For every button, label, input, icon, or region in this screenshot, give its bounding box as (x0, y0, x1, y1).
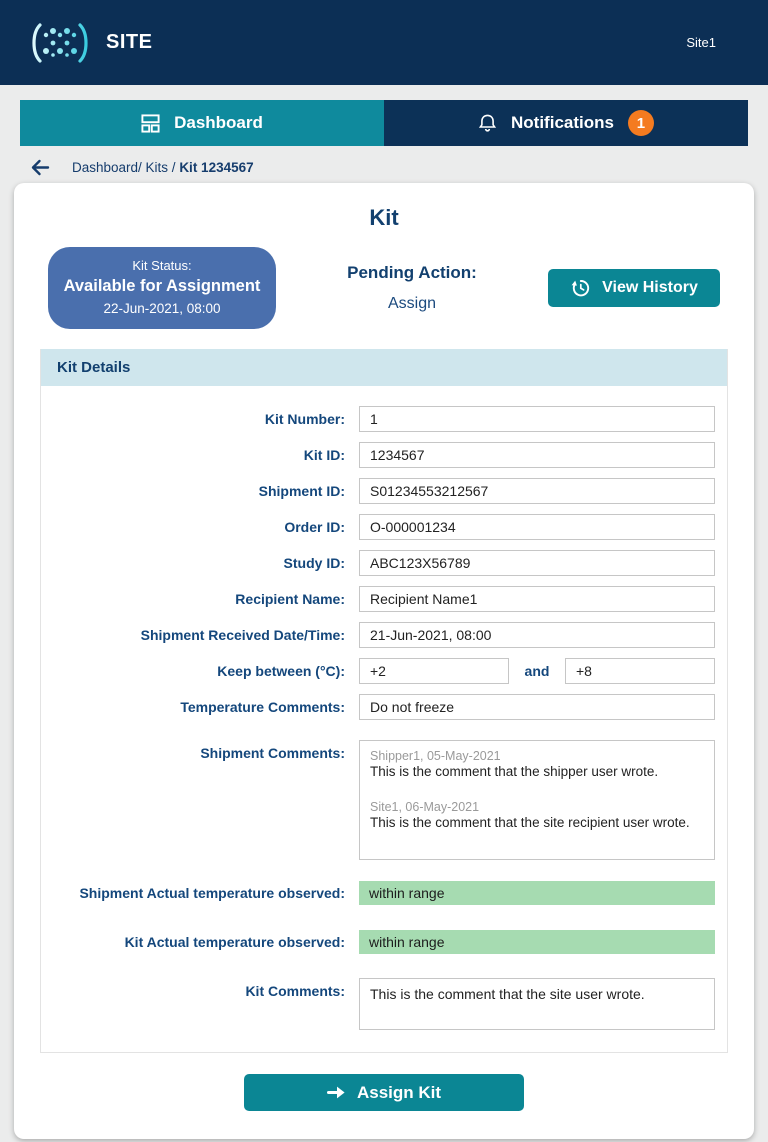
field-row-study-id: Study ID: (55, 550, 715, 576)
temp-max-input[interactable] (565, 658, 715, 684)
field-row-kit-number: Kit Number: (55, 406, 715, 432)
kit-status-badge: Kit Status: Available for Assignment 22-… (48, 247, 276, 329)
status-row: Kit Status: Available for Assignment 22-… (40, 247, 728, 329)
breadcrumb-current: Kit 1234567 (179, 159, 254, 175)
history-icon (570, 278, 591, 299)
comment-meta: Site1, 06-May-2021 (370, 800, 480, 814)
kit-temp-observed-value[interactable]: within range (359, 930, 715, 954)
study-id-input[interactable] (359, 550, 715, 576)
app-logo: SITE (30, 21, 152, 65)
site-label: Site1 (686, 35, 716, 50)
kit-details-header: Kit Details (41, 349, 727, 386)
temp-min-input[interactable] (359, 658, 509, 684)
kit-details-body: Kit Number: Kit ID: Shipment ID: Order I… (41, 386, 727, 1052)
field-label: Kit Number: (264, 411, 345, 427)
field-label: Kit Comments: (245, 983, 345, 999)
kit-comments-box[interactable]: This is the comment that the site user w… (359, 978, 715, 1030)
kit-status-datetime: 22-Jun-2021, 08:00 (103, 301, 221, 316)
field-label: Shipment Received Date/Time: (140, 627, 345, 643)
field-row-keep-between: Keep between (°C): and (55, 658, 715, 684)
field-row-order-id: Order ID: (55, 514, 715, 540)
logo-icon (30, 21, 90, 65)
field-row-recipient-name: Recipient Name: (55, 586, 715, 612)
back-arrow-icon[interactable] (30, 159, 50, 176)
kit-details-section: Kit Details Kit Number: Kit ID: Shipment… (40, 349, 728, 1053)
comment-text: This is the comment that the site recipi… (370, 815, 690, 830)
tab-dashboard[interactable]: Dashboard (20, 100, 384, 146)
field-label: Kit ID: (303, 447, 345, 463)
view-history-button[interactable]: View History (547, 269, 720, 307)
tab-notifications[interactable]: Notifications 1 (384, 100, 748, 146)
view-history-label: View History (602, 279, 698, 296)
page-title: Kit (369, 205, 399, 230)
breadcrumb: Dashboard/ Kits / Kit 1234567 (30, 154, 748, 180)
order-id-input[interactable] (359, 514, 715, 540)
comment-meta: Shipper1, 05-May-2021 (370, 749, 501, 763)
shipment-id-input[interactable] (359, 478, 715, 504)
field-row-shipment-temp-observed: Shipment Actual temperature observed: wi… (55, 880, 715, 906)
assign-row: Assign Kit (40, 1074, 728, 1111)
bell-icon (478, 113, 497, 133)
temperature-comments-input[interactable] (359, 694, 715, 720)
shipment-received-input[interactable] (359, 622, 715, 648)
shipment-temp-observed-value[interactable]: within range (359, 881, 715, 905)
pending-action-label: Pending Action: (347, 263, 477, 282)
field-row-kit-comments: Kit Comments: This is the comment that t… (55, 978, 715, 1030)
kit-status-value: Available for Assignment (63, 277, 261, 295)
tab-notifications-label: Notifications (511, 113, 614, 132)
app-header: SITE Site1 (0, 0, 768, 85)
field-label: Keep between (°C): (217, 663, 345, 679)
assign-kit-label: Assign Kit (356, 1082, 442, 1102)
dashboard-icon (141, 113, 160, 133)
kit-card: Kit Kit Status: Available for Assignment… (14, 183, 754, 1139)
kit-id-input[interactable] (359, 442, 715, 468)
and-label: and (524, 663, 550, 679)
field-label: Kit Actual temperature observed: (124, 934, 345, 950)
app-name: SITE (106, 31, 153, 53)
kit-number-input[interactable] (359, 406, 715, 432)
comment-text: This is the comment that the shipper use… (370, 764, 659, 779)
breadcrumb-text: Dashboard/ Kits / Kit 1234567 (72, 160, 254, 175)
kit-status-label: Kit Status: (132, 258, 192, 273)
tab-dashboard-label: Dashboard (174, 113, 263, 132)
arrow-right-icon (326, 1085, 346, 1100)
breadcrumb-path[interactable]: Dashboard/ Kits / (72, 159, 180, 175)
field-label: Study ID: (283, 555, 345, 571)
notification-badge[interactable]: 1 (627, 110, 654, 136)
field-row-temperature-comments: Temperature Comments: (55, 694, 715, 720)
assign-kit-button[interactable]: Assign Kit (244, 1074, 524, 1111)
comment-entry: Shipper1, 05-May-2021 This is the commen… (370, 749, 704, 779)
field-label: Order ID: (284, 519, 345, 535)
pending-action-value: Assign (387, 295, 436, 312)
field-row-kit-id: Kit ID: (55, 442, 715, 468)
tab-bar: Dashboard Notifications 1 (20, 100, 748, 146)
field-label: Shipment Actual temperature observed: (79, 885, 345, 901)
field-label: Shipment ID: (258, 483, 345, 499)
field-row-shipment-comments: Shipment Comments: Shipper1, 05-May-2021… (55, 740, 715, 860)
field-label: Recipient Name: (235, 591, 345, 607)
field-row-shipment-received: Shipment Received Date/Time: (55, 622, 715, 648)
comment-entry: Site1, 06-May-2021 This is the comment t… (370, 800, 704, 830)
field-row-kit-temp-observed: Kit Actual temperature observed: within … (55, 929, 715, 955)
field-row-shipment-id: Shipment ID: (55, 478, 715, 504)
shipment-comments-box[interactable]: Shipper1, 05-May-2021 This is the commen… (359, 740, 715, 860)
recipient-name-input[interactable] (359, 586, 715, 612)
pending-action: Pending Action: Assign (347, 263, 477, 313)
field-label: Temperature Comments: (180, 699, 345, 715)
field-label: Shipment Comments: (200, 745, 345, 761)
